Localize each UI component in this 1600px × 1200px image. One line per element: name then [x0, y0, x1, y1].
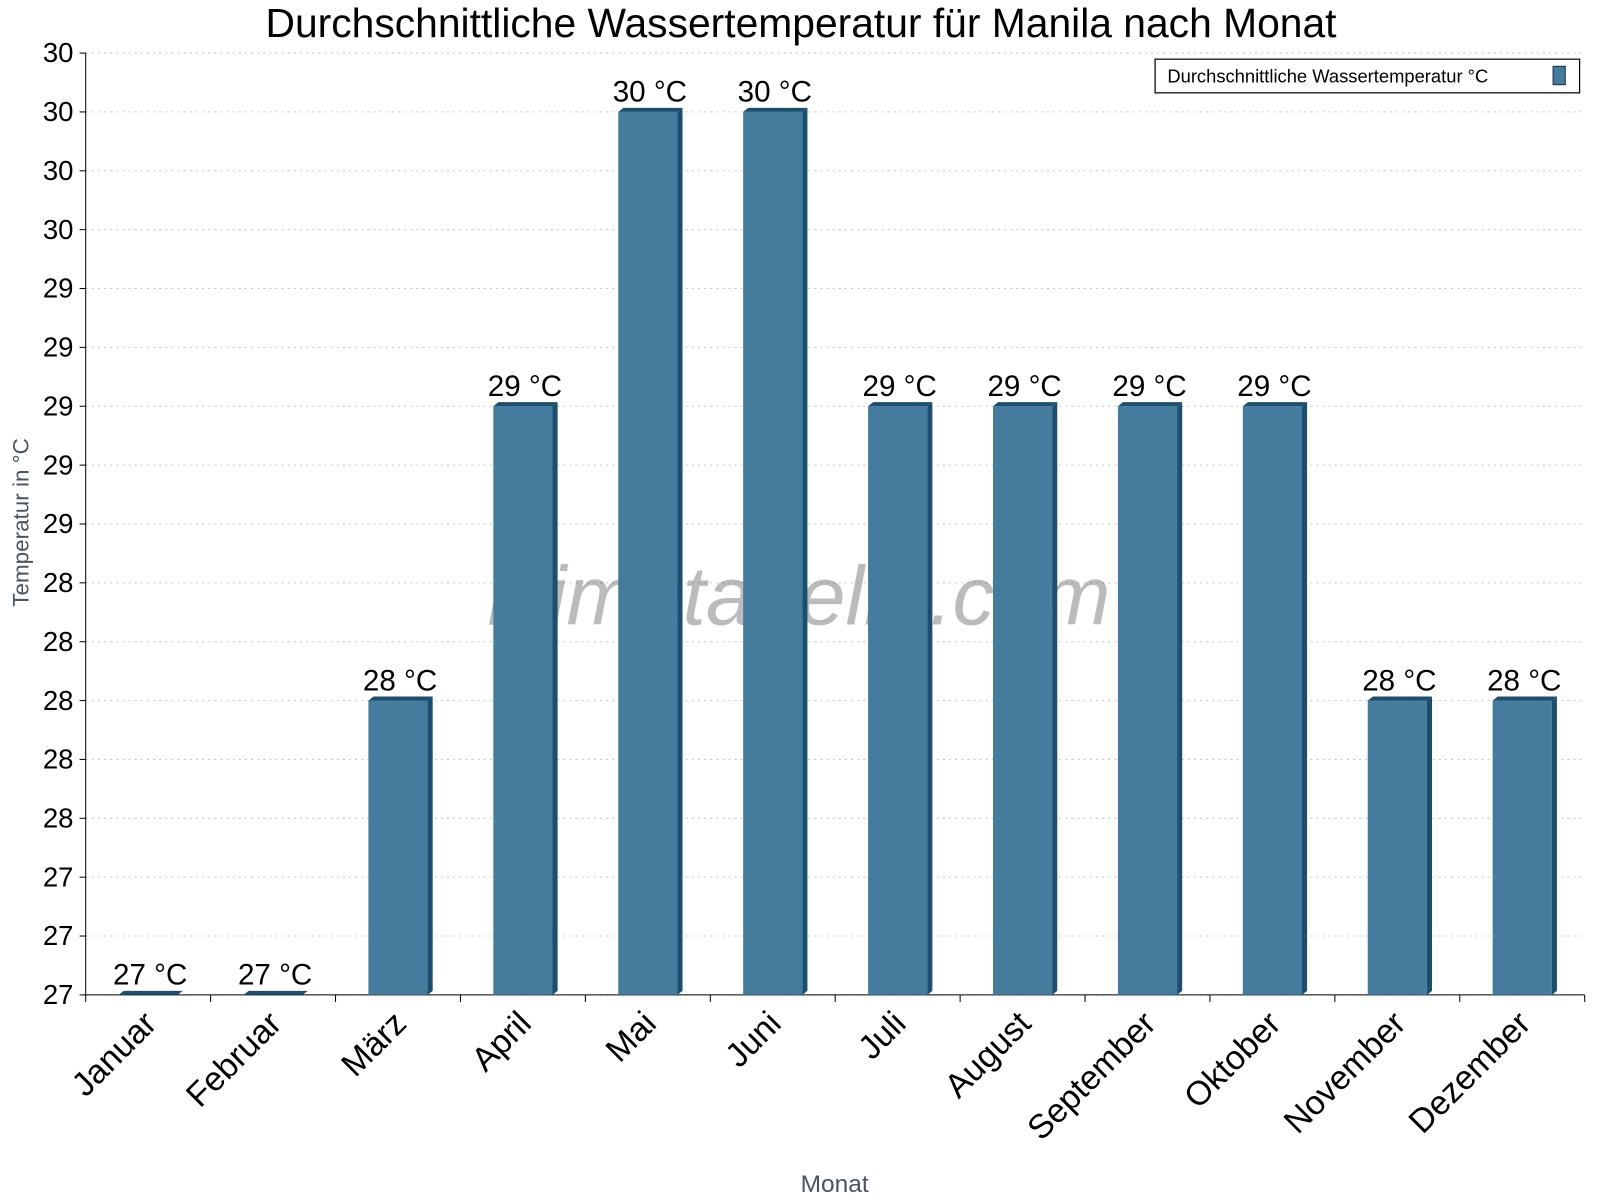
bar — [1117, 406, 1178, 995]
bar — [368, 700, 428, 995]
y-tick-label: 29 — [43, 390, 74, 421]
x-tick-label: September — [1021, 1005, 1164, 1148]
bar-side — [1301, 402, 1308, 995]
bar-top — [618, 107, 683, 112]
x-tick-label: Juni — [719, 1005, 789, 1075]
y-tick-label: 30 — [43, 37, 74, 68]
y-tick-label: 29 — [43, 508, 74, 539]
grid-lines — [85, 52, 1585, 996]
x-tick-label: August — [938, 1005, 1039, 1106]
data-label: 27 °C — [113, 959, 187, 992]
bar — [992, 406, 1053, 995]
bar-side — [1052, 402, 1058, 995]
data-label: 29 °C — [1112, 370, 1186, 403]
data-label: 29 °C — [488, 370, 562, 403]
bar-top — [1367, 696, 1433, 701]
y-tick-label: 27 — [43, 861, 74, 892]
bar-top — [243, 990, 308, 995]
y-tick-label: 29 — [43, 332, 74, 363]
data-label: 30 °C — [613, 76, 687, 109]
x-tick-label: Juli — [852, 1005, 914, 1067]
y-tick-label: 30 — [43, 155, 74, 186]
y-axis: 27 27 27 28 28 28 28 28 29 29 29 29 29 30 30 30 30 — [43, 37, 87, 1010]
x-tick-label: November — [1277, 1005, 1413, 1141]
x-tick-label: Oktober — [1177, 1005, 1288, 1116]
legend-box — [1154, 58, 1581, 94]
data-label: 27 °C — [238, 959, 312, 992]
bar-top — [118, 990, 183, 995]
bar-top — [368, 696, 433, 701]
data-label: 29 °C — [1237, 370, 1311, 403]
data-label: 29 °C — [987, 370, 1061, 403]
bar-top — [992, 402, 1058, 407]
bars: 27 °C 27 °C 28 °C 29 °C 30 °C 30 °C 29 °C 29 °C… — [113, 76, 1561, 995]
y-tick-label: 30 — [43, 214, 74, 245]
legend-label: Durchschnittliche Wassertemperatur °C — [1167, 66, 1488, 87]
bar-side — [802, 107, 808, 995]
bar-side — [1177, 402, 1183, 995]
y-tick-label: 28 — [43, 744, 74, 775]
y-tick-label: 28 — [43, 802, 74, 833]
y-tick-label: 27 — [43, 979, 74, 1010]
x-tick-label: Februar — [179, 1005, 289, 1115]
legend[interactable]: Durchschnittliche Wassertemperatur °C — [1154, 58, 1581, 94]
y-tick-label: 29 — [43, 449, 74, 480]
y-tick-label: 28 — [43, 685, 74, 716]
y-tick-label: 30 — [43, 96, 74, 127]
data-label: 28 °C — [363, 664, 437, 697]
bar — [618, 111, 678, 995]
bar-side — [552, 402, 558, 995]
chart-title: Durchschnittliche Wassertemperatur für M… — [266, 0, 1338, 46]
x-tick-label: Januar — [65, 1005, 164, 1104]
bar-side — [1551, 696, 1557, 995]
x-tick-label: März — [335, 1005, 414, 1084]
data-label: 30 °C — [738, 76, 812, 109]
y-tick-label: 28 — [43, 626, 74, 657]
y-axis-label: Temperatur in °C — [9, 438, 34, 607]
bar-top — [1117, 402, 1183, 407]
bar-side — [927, 402, 933, 995]
bar-side — [427, 696, 433, 995]
x-axis-label: Monat — [801, 1171, 869, 1198]
legend-swatch — [1552, 65, 1566, 86]
data-label: 28 °C — [1362, 664, 1436, 697]
bar-top — [1492, 696, 1557, 701]
y-tick-label: 28 — [43, 567, 74, 598]
bar — [868, 406, 928, 995]
x-axis: Januar Februar März April Mai Juni Juli AugustS… — [65, 994, 1586, 1148]
data-label: 29 °C — [863, 370, 937, 403]
x-tick-label: April — [465, 1005, 539, 1079]
bar-side — [677, 107, 683, 995]
x-tick-label: Mai — [599, 1005, 664, 1070]
bar-top — [493, 402, 558, 407]
bar-top — [1242, 402, 1308, 407]
y-tick-label: 29 — [43, 273, 74, 304]
bar-side — [1426, 696, 1433, 995]
bar — [1492, 700, 1552, 995]
bar — [1242, 406, 1302, 995]
bar-top — [868, 402, 933, 407]
data-label: 28 °C — [1487, 664, 1561, 697]
bar — [493, 406, 553, 995]
bar — [743, 111, 803, 995]
x-tick-label: Dezember — [1402, 1005, 1538, 1141]
y-tick-label: 27 — [43, 920, 74, 951]
bar — [1367, 700, 1427, 995]
bar-top — [743, 107, 808, 112]
